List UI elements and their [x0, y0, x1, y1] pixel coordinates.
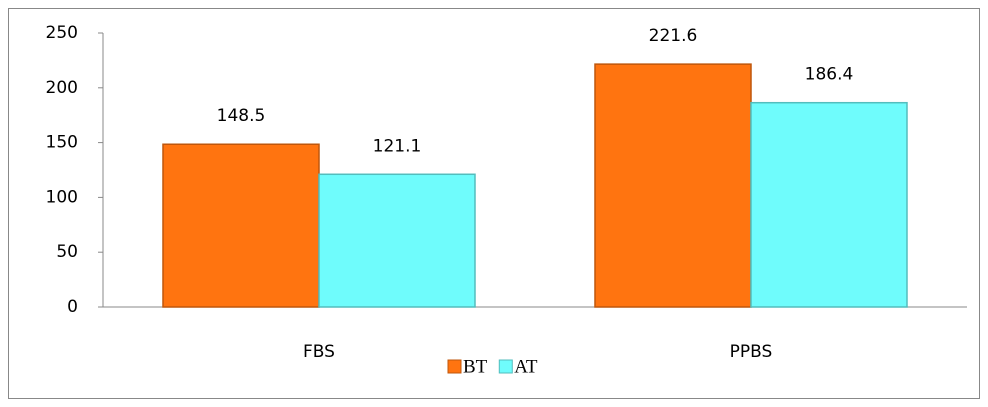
- data-label: 221.6: [649, 26, 698, 46]
- data-label: 186.4: [805, 65, 854, 85]
- bar: [318, 173, 476, 308]
- y-tick-label: 100: [46, 187, 78, 207]
- x-tick-label: PPBS: [730, 342, 773, 362]
- legend-swatch: [498, 359, 513, 374]
- y-tick-label: 150: [46, 133, 78, 153]
- y-tick-label: 200: [46, 78, 78, 98]
- legend-text: AT: [514, 356, 538, 377]
- x-tick-label: FBS: [303, 342, 335, 362]
- legend-swatch: [447, 359, 462, 374]
- y-tick-label: 0: [67, 297, 78, 317]
- bar: [750, 101, 908, 308]
- data-label: 121.1: [373, 136, 422, 156]
- bar: [594, 63, 752, 308]
- bar: [162, 143, 320, 308]
- legend-text: BT: [463, 356, 488, 377]
- data-label: 148.5: [217, 106, 266, 126]
- y-tick-label: 50: [56, 242, 78, 262]
- y-tick-label: 250: [46, 23, 78, 43]
